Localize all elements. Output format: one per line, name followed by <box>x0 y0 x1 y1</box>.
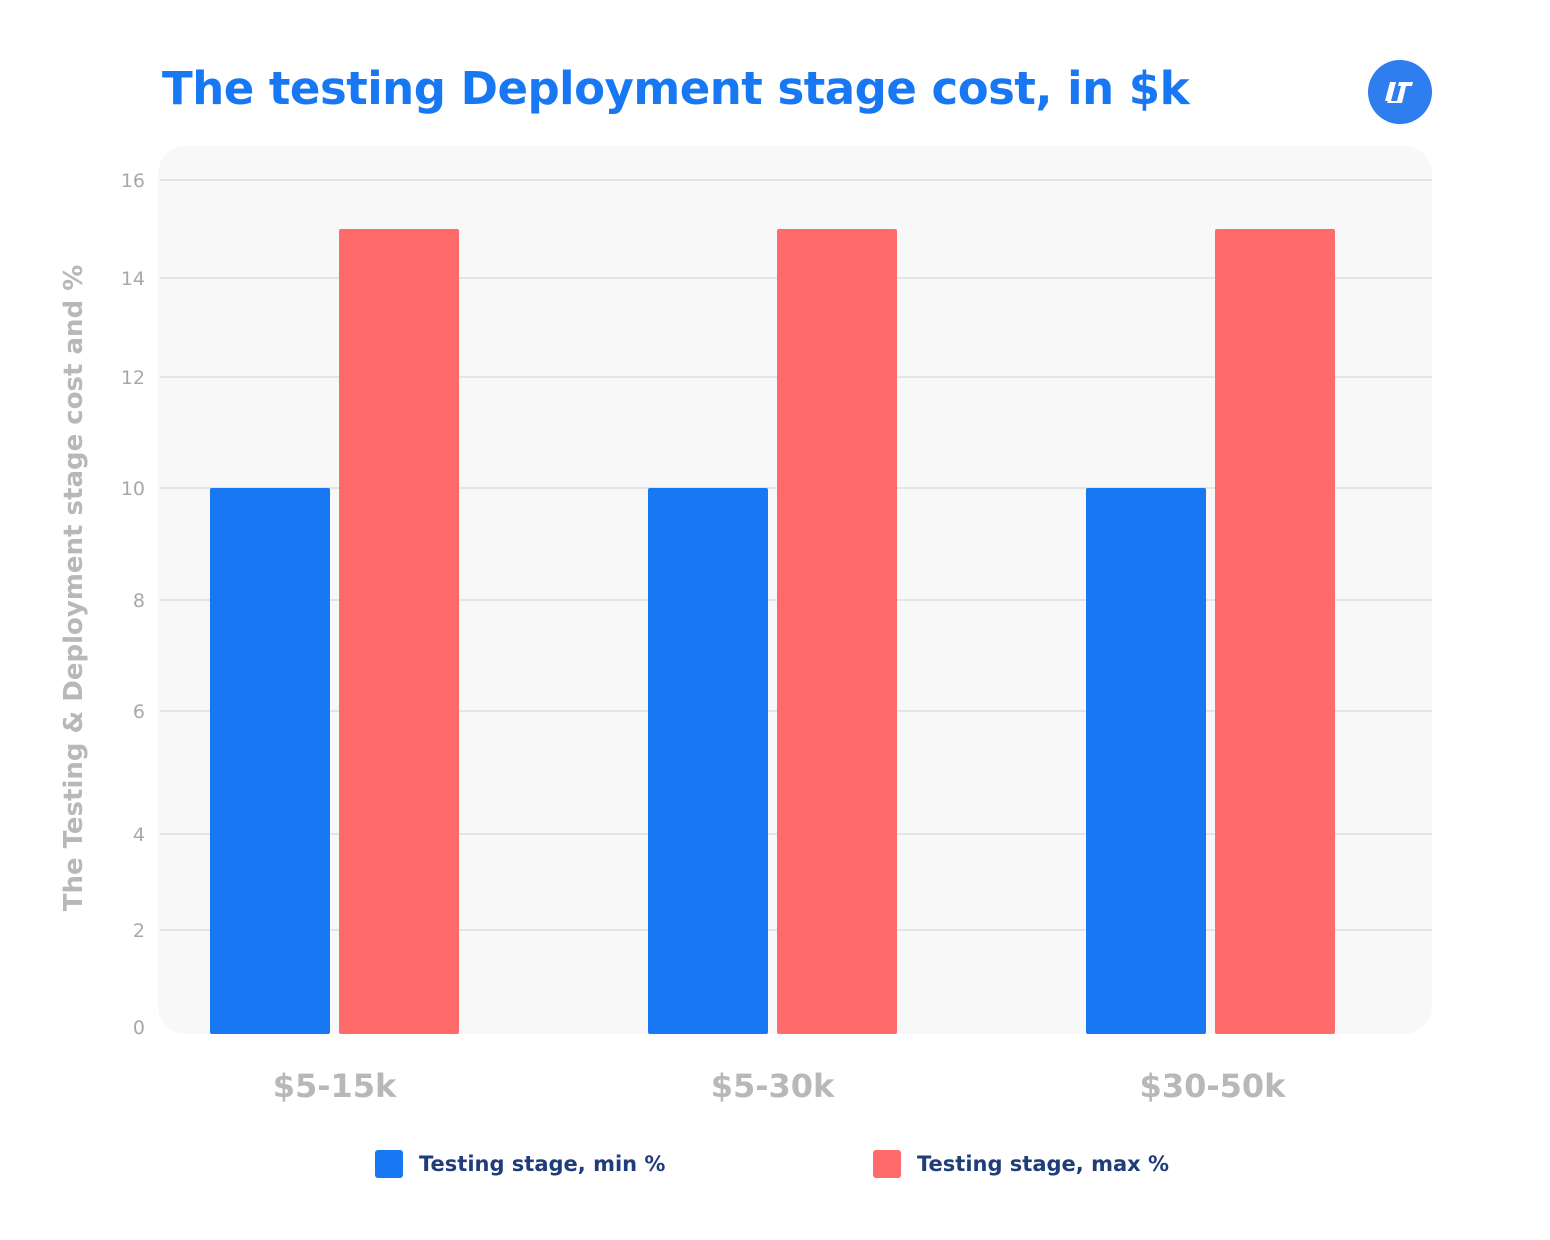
bar-min <box>210 488 330 1034</box>
y-tick-label: 12 <box>121 367 145 389</box>
y-tick-label: 8 <box>133 590 145 612</box>
chart-title: The testing Deployment stage cost, in $k <box>162 62 1190 115</box>
legend-item-max: Testing stage, max % <box>873 1150 1169 1178</box>
bar-max <box>1215 229 1335 1034</box>
x-tick-label: $30-50k <box>1140 1067 1287 1105</box>
y-tick-label: 10 <box>121 478 145 500</box>
y-tick-label: 2 <box>133 920 145 942</box>
bar-min <box>1086 488 1206 1034</box>
legend-swatch-min <box>375 1150 403 1178</box>
y-tick-label: 0 <box>133 1017 145 1039</box>
y-tick-label: 4 <box>133 824 145 846</box>
bar-max <box>777 229 897 1034</box>
x-tick-label: $5-30k <box>711 1067 835 1105</box>
legend-item-min: Testing stage, min % <box>375 1150 665 1178</box>
y-tick-label: 6 <box>133 701 145 723</box>
legend-swatch-max <box>873 1150 901 1178</box>
legend-label-min: Testing stage, min % <box>419 1152 666 1176</box>
brand-logo-icon <box>1368 60 1432 124</box>
legend-label-max: Testing stage, max % <box>917 1152 1170 1176</box>
y-tick-label: 14 <box>121 268 145 290</box>
y-tick-label: 16 <box>121 170 145 192</box>
x-tick-label: $5-15k <box>273 1067 397 1105</box>
bar-min <box>648 488 768 1034</box>
y-axis-label: The Testing & Deployment stage cost and … <box>59 264 89 912</box>
bar-max <box>339 229 459 1034</box>
